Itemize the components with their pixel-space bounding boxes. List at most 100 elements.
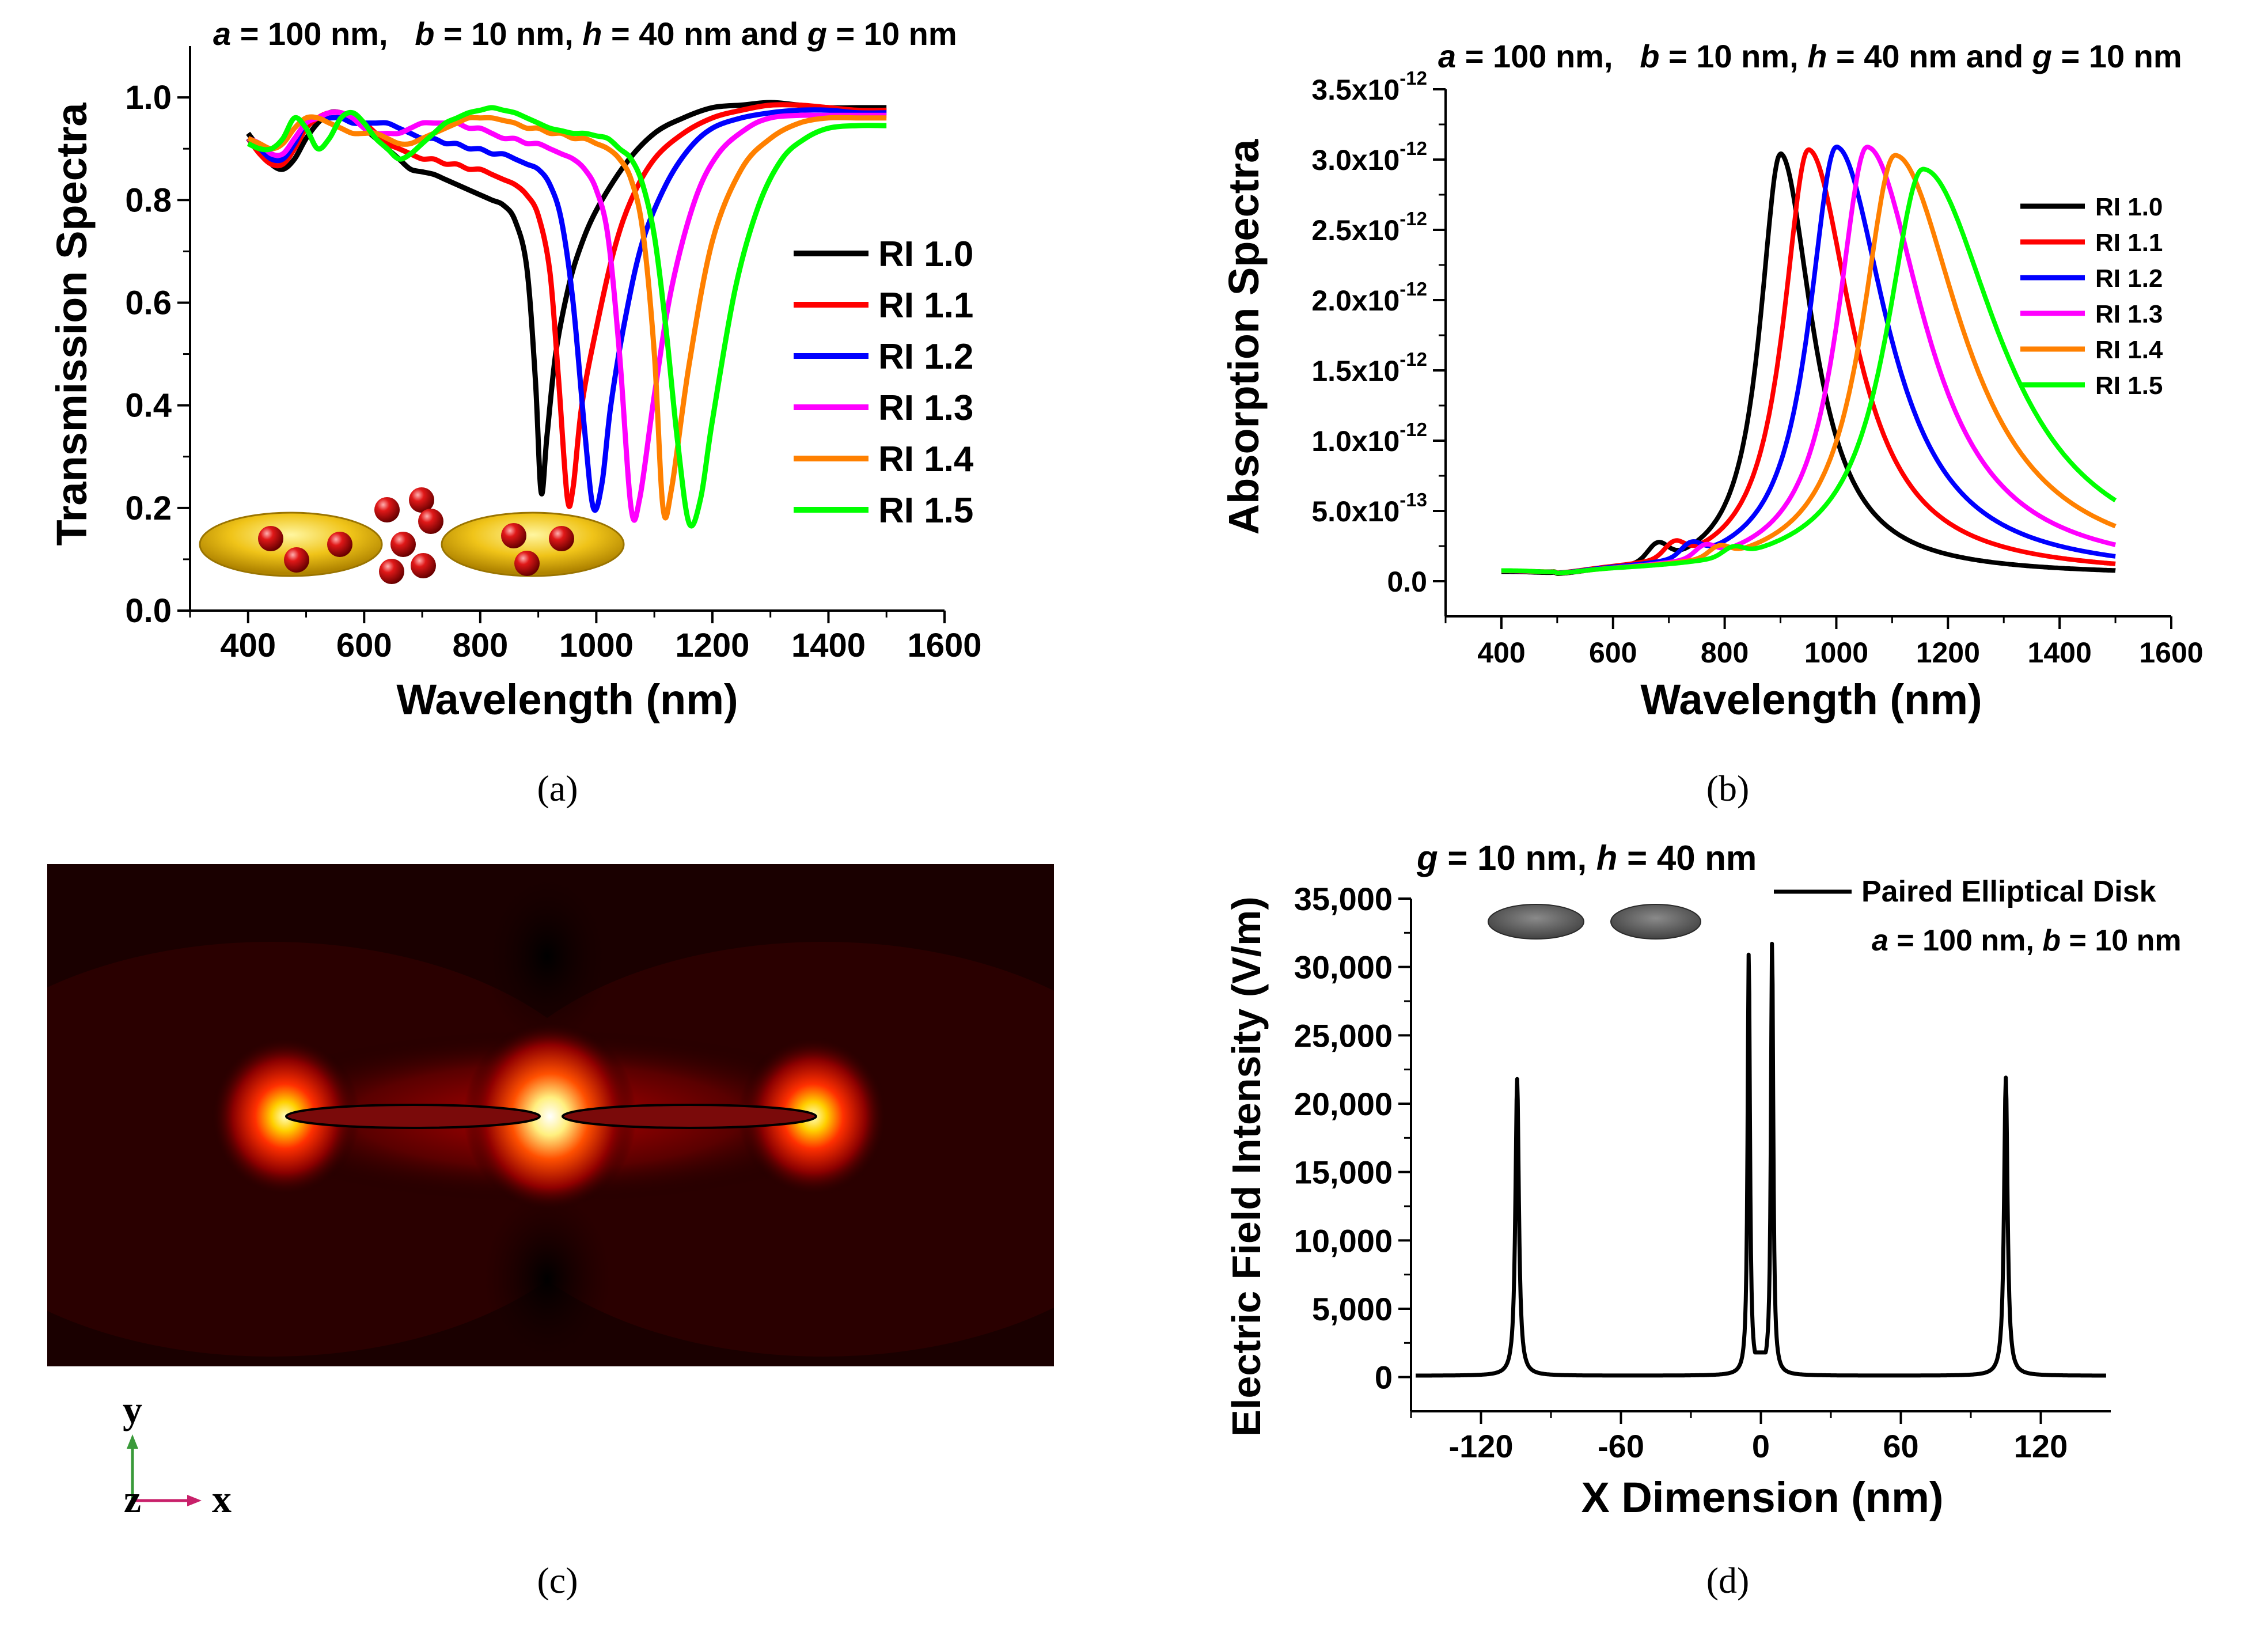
series-line-ri-1-1 (246, 102, 887, 509)
legend-label-ri-1-4: RI 1.4 (2095, 336, 2163, 364)
panel-d-title: g = 10 nm, h = 40 nm (1416, 839, 1757, 877)
x-tick-label: 1200 (675, 627, 749, 664)
series-line-ri-1-3 (247, 109, 887, 523)
legend-label-ri-1-1: RI 1.1 (2095, 229, 2163, 257)
series-line-ri-1-0 (246, 100, 887, 497)
series-line-ri-1-3 (1501, 145, 2117, 576)
panel-a-ylabel: Transmission Spectra (48, 103, 96, 546)
y-tick-label: 25,000 (1294, 1017, 1393, 1054)
x-tick-label: 60 (1883, 1428, 1918, 1464)
axis-z-label: z (124, 1477, 141, 1521)
panel-d-field-intensity-chart: g = 10 nm, h = 40 nm -120 -60 0 60 120 0 5,000… (1224, 839, 2182, 1601)
series-line-ri-1-2 (1501, 145, 2116, 575)
axis-y-label: y (123, 1388, 142, 1431)
panel-a-inset-illustration (199, 487, 625, 584)
x-tick-label: 1000 (1804, 637, 1868, 669)
y-tick-label: 35,000 (1294, 881, 1393, 917)
field-disk-right (562, 1104, 817, 1129)
y-tick-label: 30,000 (1294, 949, 1393, 986)
legend-label-ri-1-4: RI 1.4 (878, 440, 974, 479)
legend-label-ri-1-5: RI 1.5 (2095, 372, 2163, 400)
legend-disk-left (1488, 904, 1584, 940)
panel-a-transmission-chart: a = 100 nm, b = 10 nm, h = 40 nm and g =… (48, 16, 982, 809)
y-tick-label: 1.0x10-12 (1311, 419, 1427, 457)
panel-b-caption: (b) (1706, 768, 1750, 809)
legend-label-ri-1-2: RI 1.2 (878, 337, 973, 377)
y-tick-label: 0.0 (125, 592, 172, 630)
x-tick-label: 400 (1477, 637, 1525, 669)
legend-label-ri-1-5: RI 1.5 (878, 491, 973, 531)
series-line-ri-1-4 (1501, 153, 2117, 576)
y-tick-label: 3.0x10-12 (1311, 138, 1427, 176)
y-tick-label: 0.4 (125, 387, 172, 425)
y-tick-label: 0.2 (125, 490, 172, 527)
panel-c-field-map: y z x (c) (47, 864, 1054, 1601)
legend-label-ri-1-0: RI 1.0 (878, 234, 973, 274)
legend-label-ri-1-3: RI 1.3 (2095, 300, 2163, 328)
series-line-ri-1-4 (247, 114, 887, 521)
x-tick-label: 1400 (791, 627, 866, 664)
panel-b-absorption-chart: a = 100 nm, b = 10 nm, h = 40 nm and g =… (1220, 38, 2203, 809)
hotspot-gap (464, 1021, 636, 1211)
red-particles (258, 487, 574, 584)
field-disk-left (285, 1104, 541, 1129)
x-tick-label: 800 (452, 627, 508, 664)
axis-triad: y z x (123, 1388, 232, 1521)
panel-d-ylabel: Electric Field Intensity (V/m) (1224, 896, 1269, 1436)
y-tick-label: 5.0x10-13 (1311, 489, 1427, 528)
legend-sublabel-paired-disk: a = 100 nm, b = 10 nm (1872, 924, 2182, 957)
gold-ellipse-left (199, 512, 383, 577)
x-tick-label: 1600 (2139, 637, 2203, 669)
panel-a-title: a = 100 nm, b = 10 nm, h = 40 nm and g =… (213, 16, 957, 52)
y-tick-label: 20,000 (1294, 1086, 1393, 1122)
y-tick-label: 0.8 (125, 181, 172, 219)
y-tick-label: 3.5x10-12 (1311, 67, 1427, 106)
series-line-ri-1-5 (1501, 166, 2117, 575)
legend-label-ri-1-2: RI 1.2 (2095, 264, 2163, 293)
x-tick-label: 1600 (907, 627, 981, 664)
x-tick-label: 600 (336, 627, 392, 664)
y-tick-label: 0 (1375, 1359, 1393, 1396)
panel-b-legend: RI 1.0 RI 1.1 RI 1.2 RI 1.3 RI 1.4 RI 1.5 (2020, 193, 2163, 400)
y-tick-label: 10,000 (1294, 1222, 1393, 1259)
y-tick-label: 2.0x10-12 (1311, 278, 1427, 317)
panel-a-xlabel: Wavelength (nm) (396, 676, 738, 724)
axis-x-label: x (212, 1477, 232, 1521)
x-tick-label: 600 (1589, 637, 1637, 669)
x-tick-label: 0 (1752, 1428, 1770, 1464)
y-tick-label: 2.5x10-12 (1311, 208, 1427, 247)
panel-c-caption: (c) (537, 1560, 578, 1601)
panel-d-caption: (d) (1706, 1560, 1750, 1601)
x-tick-label: 400 (220, 627, 276, 664)
panel-d-legend: Paired Elliptical Disk a = 100 nm, b = 1… (1774, 875, 2182, 957)
x-tick-label: 800 (1701, 637, 1749, 669)
legend-label-ri-1-0: RI 1.0 (2095, 193, 2163, 221)
legend-label-ri-1-1: RI 1.1 (878, 286, 973, 325)
x-tick-label: 1000 (559, 627, 634, 664)
x-tick-label: -120 (1448, 1428, 1513, 1464)
legend-label-ri-1-3: RI 1.3 (878, 388, 973, 428)
y-tick-label: 0.6 (125, 284, 172, 321)
x-tick-label: -60 (1598, 1428, 1644, 1464)
panel-b-title: a = 100 nm, b = 10 nm, h = 40 nm and g =… (1438, 38, 2182, 74)
x-tick-label: 120 (2014, 1428, 2068, 1464)
series-line-ri-1-0 (1501, 151, 2116, 577)
series-line-paired-disk (1414, 941, 2108, 1378)
series-line-ri-1-5 (246, 105, 887, 529)
panel-a-caption: (a) (537, 768, 578, 809)
y-tick-label: 0.0 (1387, 566, 1427, 598)
gold-ellipse-right (441, 512, 625, 577)
panel-b-ylabel: Absorption Spectra (1220, 139, 1268, 535)
series-line-ri-1-2 (246, 107, 887, 513)
series-line-ri-1-1 (1501, 147, 2116, 575)
legend-label-paired-disk: Paired Elliptical Disk (1861, 875, 2156, 908)
panel-d-xlabel: X Dimension (nm) (1581, 1474, 1943, 1521)
y-tick-label: 1.0 (125, 79, 172, 116)
panel-a-legend: RI 1.0 RI 1.1 RI 1.2 RI 1.3 RI 1.4 RI 1.5 (794, 234, 974, 531)
x-tick-label: 1400 (2028, 637, 2092, 669)
x-tick-label: 1200 (1916, 637, 1980, 669)
y-tick-label: 15,000 (1294, 1154, 1393, 1191)
panel-b-xlabel: Wavelength (nm) (1640, 676, 1982, 724)
legend-disk-right (1610, 904, 1701, 940)
